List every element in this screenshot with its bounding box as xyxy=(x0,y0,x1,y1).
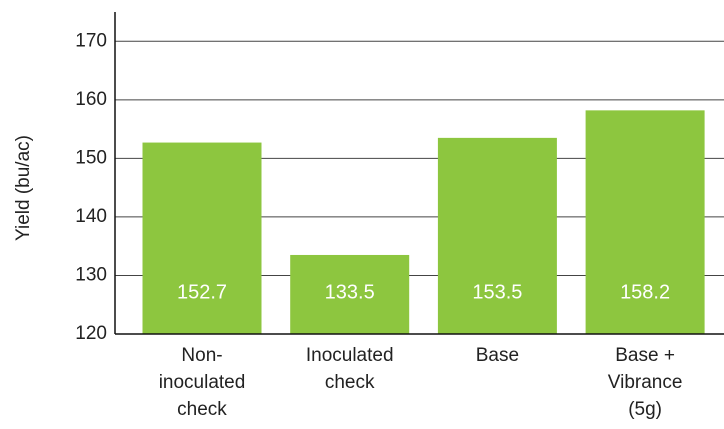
value-label: 133.5 xyxy=(325,281,375,303)
x-tick-label: Inoculated check xyxy=(305,345,394,393)
x-tick-label: Non-inoculated check xyxy=(158,345,246,420)
x-tick-label: Base + Vibrance (5g) xyxy=(607,345,683,420)
x-tick-label: Base xyxy=(475,345,520,366)
value-label: 153.5 xyxy=(472,281,522,303)
y-tick-label: 140 xyxy=(75,206,107,227)
y-tick-label: 120 xyxy=(75,323,107,344)
value-label: 158.2 xyxy=(620,281,670,303)
y-tick-label: 170 xyxy=(75,30,107,51)
bar xyxy=(585,110,705,335)
value-label: 152.7 xyxy=(177,281,227,303)
bar xyxy=(437,137,557,334)
y-tick-label: 150 xyxy=(75,147,107,168)
y-tick-label: 130 xyxy=(75,264,107,285)
bar xyxy=(290,254,410,334)
y-tick-label: 160 xyxy=(75,89,107,110)
y-axis-label: Yield (bu/ac) xyxy=(13,135,34,241)
bar xyxy=(142,142,262,334)
